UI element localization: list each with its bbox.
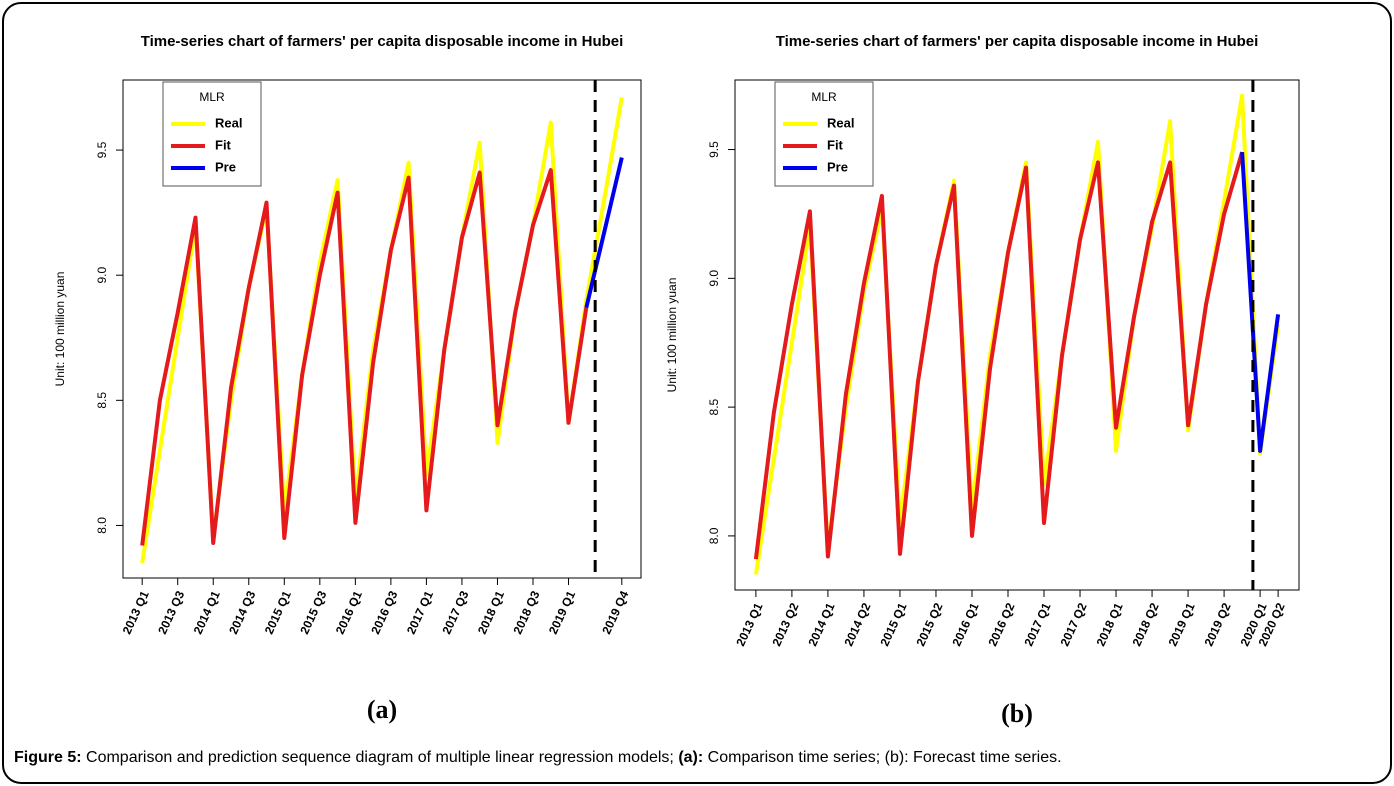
x-tick-label: 2015 Q1 bbox=[877, 600, 909, 648]
x-tick-label: 2013 Q1 bbox=[120, 588, 152, 636]
legend-label: Fit bbox=[827, 137, 844, 152]
x-tick-label: 2016 Q1 bbox=[333, 588, 365, 636]
caption-part: Comparison time series; (b): Forecast ti… bbox=[703, 749, 1061, 766]
chart-title: Time-series chart of farmers' per capita… bbox=[141, 33, 624, 50]
series-line bbox=[584, 157, 624, 309]
series-line bbox=[753, 151, 1245, 560]
series-line bbox=[1240, 151, 1281, 453]
x-tick-label: 2019 Q4 bbox=[599, 588, 631, 636]
legend-label: Pre bbox=[827, 159, 848, 174]
chart-title: Time-series chart of farmers' per capita… bbox=[776, 33, 1259, 50]
x-tick-label: 2017 Q2 bbox=[1057, 600, 1089, 648]
y-axis-label: Unit: 100 million yuan bbox=[53, 272, 67, 387]
x-tick-label: 2017 Q3 bbox=[439, 588, 471, 636]
x-tick-label: 2014 Q1 bbox=[805, 600, 837, 648]
x-tick-label: 2014 Q1 bbox=[191, 588, 223, 636]
x-tick-label: 2018 Q2 bbox=[1130, 600, 1162, 648]
x-tick-label: 2013 Q3 bbox=[155, 588, 187, 636]
legend-title: MLR bbox=[199, 90, 225, 104]
legend-label: Real bbox=[215, 115, 242, 130]
y-tick-label: 9.5 bbox=[707, 141, 721, 158]
x-tick-label: 2014 Q2 bbox=[841, 600, 873, 648]
legend-label: Pre bbox=[215, 159, 236, 174]
caption: Figure 5: Comparison and prediction sequ… bbox=[14, 749, 1062, 766]
legend-label: Real bbox=[827, 115, 854, 130]
plot-box bbox=[122, 79, 642, 579]
x-tick-label: 2018 Q3 bbox=[510, 588, 542, 636]
x-tick-label: 2016 Q3 bbox=[368, 588, 400, 636]
y-tick-label: 9.0 bbox=[95, 267, 109, 284]
series-line bbox=[140, 168, 589, 546]
x-tick-label: 2016 Q1 bbox=[949, 600, 981, 648]
x-tick-label: 2015 Q3 bbox=[297, 588, 329, 636]
x-tick-label: 2013 Q1 bbox=[733, 600, 765, 648]
x-tick-label: 2017 Q1 bbox=[1021, 600, 1053, 648]
panel-label: (a) bbox=[367, 695, 397, 724]
y-tick-label: 9.0 bbox=[707, 270, 721, 287]
caption-part: Figure 5: bbox=[14, 749, 82, 766]
y-tick-label: 8.0 bbox=[707, 527, 721, 544]
x-tick-label: 2018 Q1 bbox=[475, 588, 507, 636]
plot-box bbox=[734, 79, 1300, 591]
x-tick-label: 2017 Q1 bbox=[404, 588, 436, 636]
y-tick-label: 8.5 bbox=[707, 398, 721, 415]
x-tick-label: 2015 Q2 bbox=[913, 600, 945, 648]
y-tick-label: 8.5 bbox=[95, 392, 109, 409]
x-tick-label: 2019 Q1 bbox=[1166, 600, 1198, 648]
caption-part: (a): bbox=[678, 749, 703, 766]
x-tick-label: 2013 Q2 bbox=[769, 600, 801, 648]
y-tick-label: 9.5 bbox=[95, 141, 109, 158]
x-tick-label: 2019 Q1 bbox=[546, 588, 578, 636]
x-tick-label: 2018 Q1 bbox=[1093, 600, 1125, 648]
y-tick-label: 8.0 bbox=[95, 517, 109, 534]
x-tick-label: 2016 Q2 bbox=[985, 600, 1017, 648]
x-tick-label: 2019 Q2 bbox=[1202, 600, 1234, 648]
y-axis-label: Unit: 100 million yuan bbox=[665, 278, 679, 393]
caption-part: Comparison and prediction sequence diagr… bbox=[82, 749, 679, 766]
legend-title: MLR bbox=[811, 90, 837, 104]
x-tick-label: 2015 Q1 bbox=[262, 588, 294, 636]
legend-label: Fit bbox=[215, 137, 232, 152]
panel-label: (b) bbox=[1001, 699, 1033, 728]
x-tick-label: 2014 Q3 bbox=[226, 588, 258, 636]
